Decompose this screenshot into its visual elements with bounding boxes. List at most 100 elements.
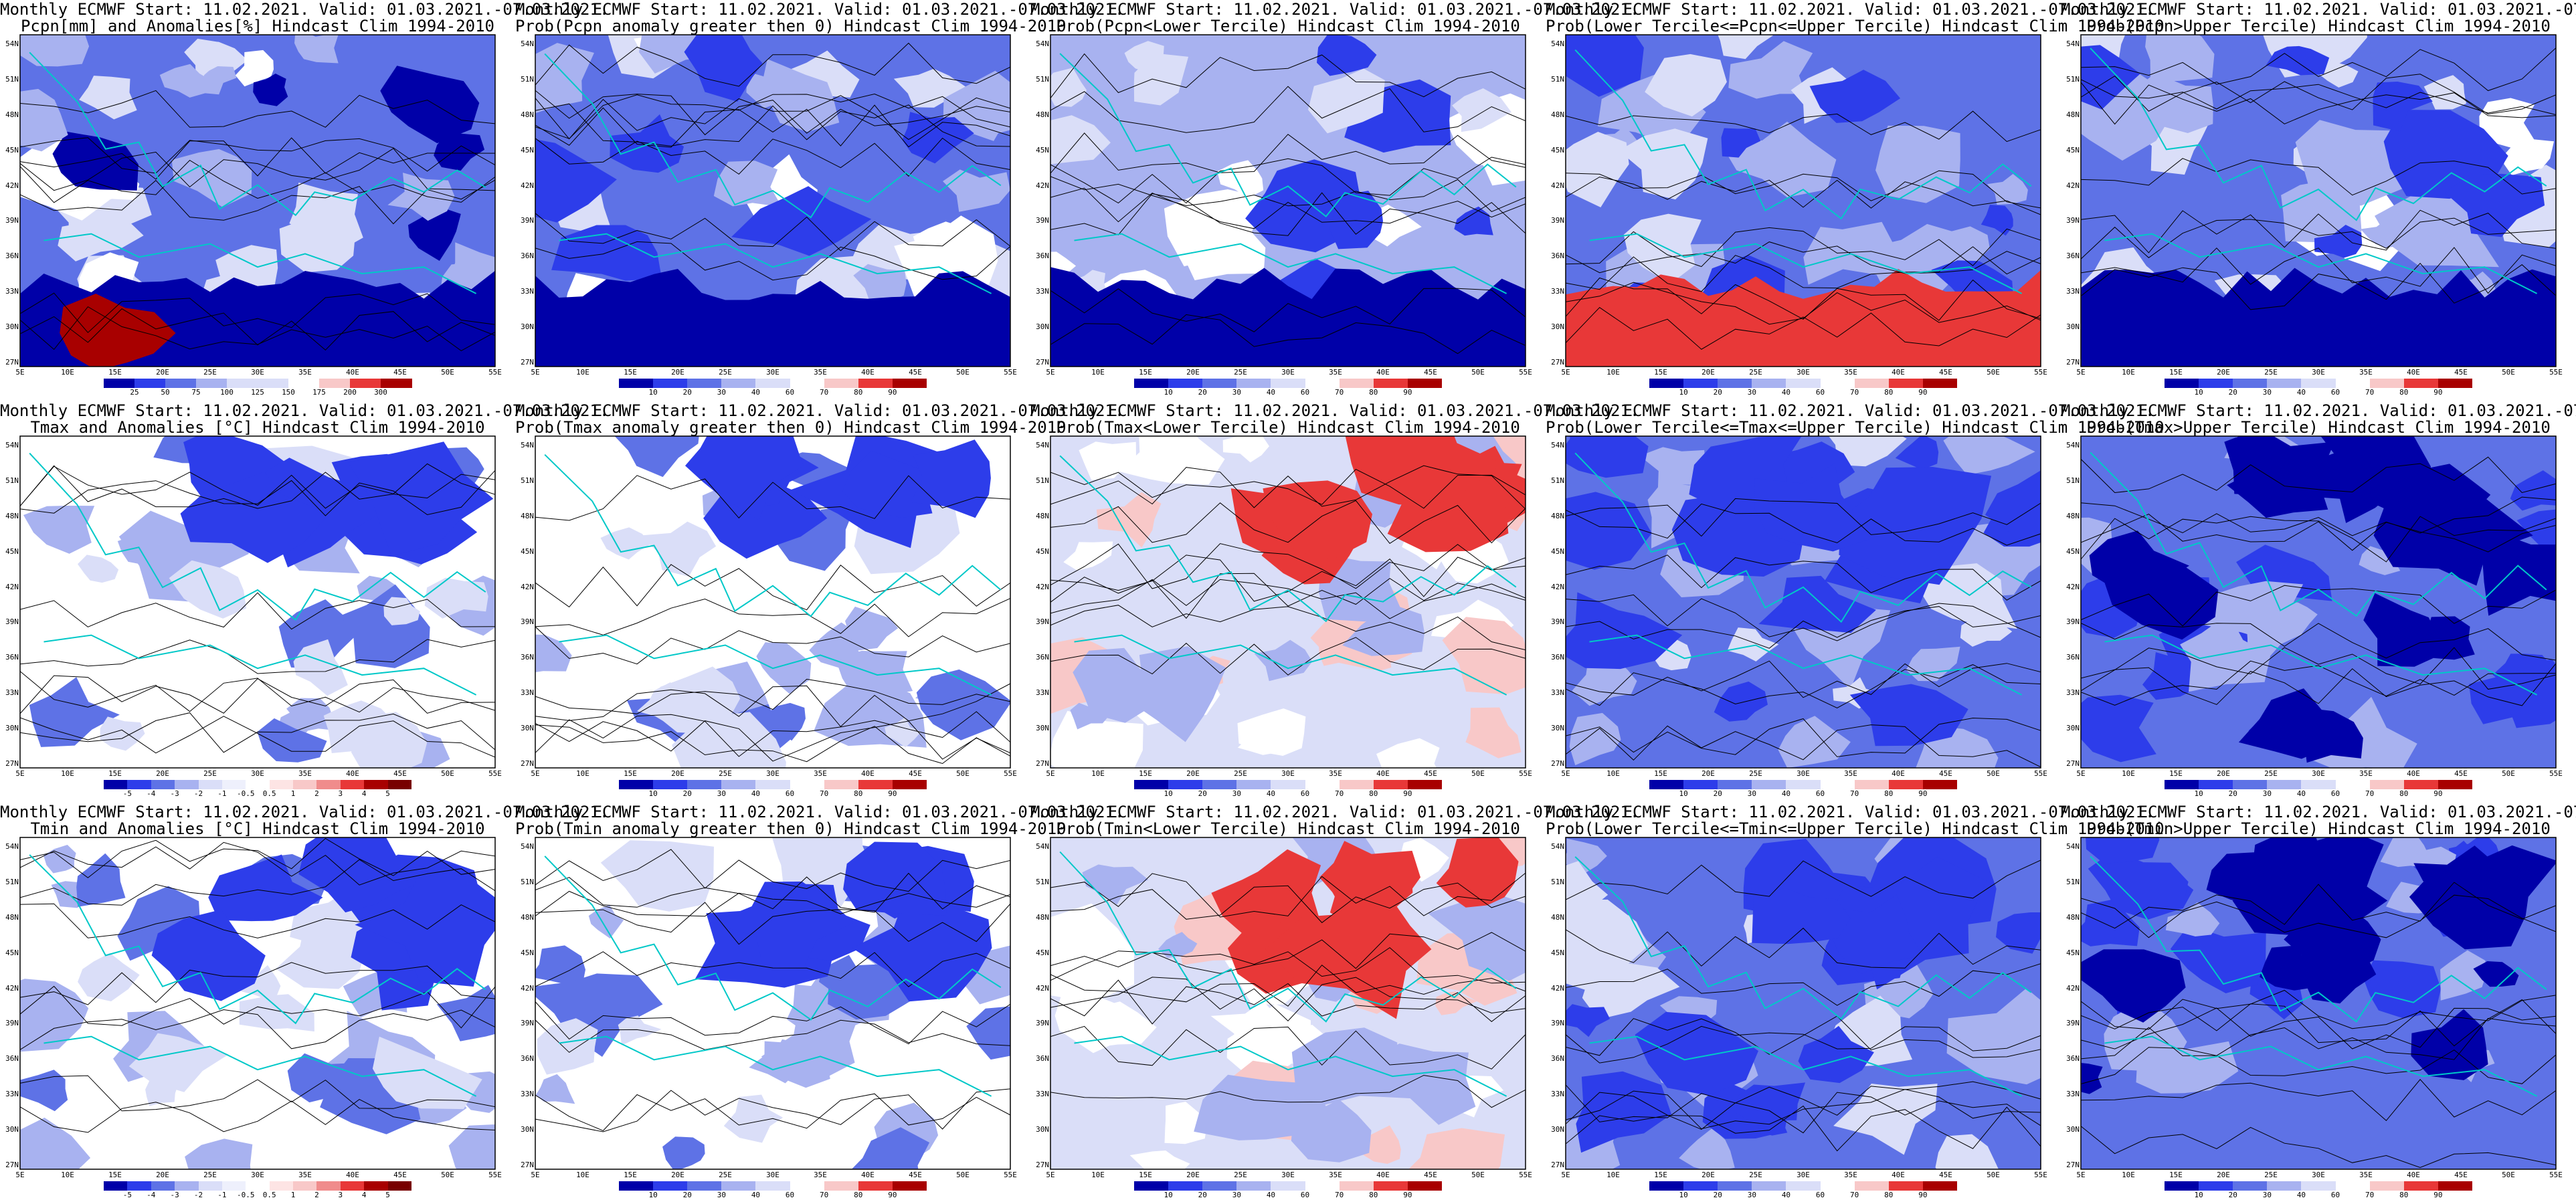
colorbar bbox=[104, 780, 412, 789]
colorbar-swatch bbox=[755, 379, 791, 388]
colorbar-swatch bbox=[1752, 1181, 1786, 1191]
latitude-label: 48N bbox=[5, 110, 19, 119]
colorbar-swatch bbox=[196, 379, 227, 388]
contour-line bbox=[535, 678, 1010, 714]
latitude-label: 51N bbox=[2066, 74, 2080, 84]
shaded-region bbox=[1308, 68, 1385, 134]
shaded-region bbox=[1728, 41, 1813, 99]
longitude-label: 20E bbox=[1186, 769, 1200, 778]
colorbar-tick-label: -3 bbox=[170, 1191, 179, 1199]
contour-line bbox=[535, 95, 1010, 140]
contour-line bbox=[1566, 503, 2041, 546]
coastline bbox=[559, 233, 992, 294]
colorbar-tick-label: 10 bbox=[1679, 1191, 1688, 1199]
colorbar-tick-label: 30 bbox=[1232, 1191, 1241, 1199]
shaded-region bbox=[1164, 1102, 1207, 1144]
shaded-region bbox=[2364, 960, 2442, 1019]
colorbar-tick-label: 0.5 bbox=[262, 789, 276, 798]
longitude-label: 30E bbox=[1281, 769, 1295, 778]
colorbar-tick-label: 60 bbox=[785, 789, 795, 798]
colorbar-swatch bbox=[1168, 1181, 1203, 1191]
colorbar-swatch bbox=[2165, 1181, 2199, 1191]
shaded-region bbox=[1435, 991, 1477, 1015]
colorbar-tick-label: 20 bbox=[2228, 789, 2237, 798]
forecast-map bbox=[535, 837, 1011, 1170]
colorbar-tick-label: 90 bbox=[888, 388, 897, 397]
colorbar-tick-label: 40 bbox=[751, 789, 761, 798]
longitude-label: 10E bbox=[1606, 368, 1620, 377]
colorbar-swatch bbox=[1407, 780, 1443, 789]
shaded-region bbox=[1254, 639, 1313, 682]
longitude-label: 15E bbox=[1654, 769, 1667, 778]
contour-line bbox=[1566, 177, 2041, 215]
colorbar-tick-label: 60 bbox=[2330, 1191, 2340, 1199]
latitude-label: 33N bbox=[5, 287, 19, 296]
latitude-label: 42N bbox=[521, 181, 534, 190]
northern-region bbox=[1211, 849, 1321, 938]
latitude-label: 39N bbox=[1551, 617, 1564, 627]
longitude-label: 15E bbox=[108, 368, 122, 377]
colorbar-swatch bbox=[293, 780, 317, 789]
colorbar bbox=[619, 780, 927, 789]
map-frame bbox=[535, 34, 1011, 367]
colorbar-tick-label: -3 bbox=[170, 789, 179, 798]
latitude-label: 45N bbox=[1036, 948, 1049, 957]
northern-region bbox=[183, 436, 288, 506]
colorbar-swatch bbox=[1683, 379, 1718, 388]
shaded-region bbox=[1329, 191, 1383, 249]
colorbar-swatch bbox=[1922, 1181, 1958, 1191]
latitude-label: 30N bbox=[2066, 322, 2080, 332]
colorbar-tick-label: 70 bbox=[1335, 388, 1344, 397]
latitude-label: 30N bbox=[521, 724, 534, 733]
shaded-region bbox=[20, 979, 89, 1052]
shaded-region bbox=[79, 76, 137, 120]
longitude-label: 35E bbox=[1329, 769, 1342, 778]
colorbar-tick-label: 70 bbox=[1335, 1191, 1344, 1199]
longitude-label: 20E bbox=[1186, 1171, 1200, 1179]
colorbar-tick-label: 70 bbox=[1850, 1191, 1859, 1199]
colorbar-swatch bbox=[1820, 1181, 1855, 1191]
contour-line bbox=[2081, 514, 2556, 553]
contour-line bbox=[2081, 660, 2556, 706]
northern-region bbox=[843, 841, 947, 916]
colorbar-swatch bbox=[1407, 1181, 1443, 1191]
shaded-region bbox=[1388, 837, 1449, 882]
colorbar-tick-label: 40 bbox=[1266, 789, 1276, 798]
contour-line bbox=[1050, 1025, 1526, 1070]
contour-line bbox=[1050, 977, 1526, 1022]
shaded-region bbox=[1645, 54, 1727, 117]
longitude-label: 55E bbox=[2549, 769, 2563, 778]
panel-title-line1: Monthly ECMWF Start: 11.02.2021. Valid: … bbox=[0, 401, 610, 420]
panel-title-line1: Monthly ECMWF Start: 11.02.2021. Valid: … bbox=[0, 803, 610, 821]
latitude-label: 42N bbox=[2066, 983, 2080, 993]
panel-title-line1: Monthly ECMWF Start: 11.02.2021. Valid: … bbox=[1546, 401, 2155, 420]
shaded-region bbox=[253, 74, 288, 106]
shaded-region bbox=[2136, 1036, 2239, 1094]
colorbar-swatch bbox=[1305, 1181, 1340, 1191]
contour-line bbox=[1566, 555, 2041, 601]
colorbar-tick-label: -2 bbox=[193, 1191, 203, 1199]
longitude-label: 35E bbox=[1844, 1171, 1857, 1179]
shaded-region bbox=[1050, 115, 1111, 165]
colorbar-swatch bbox=[104, 780, 128, 789]
longitude-label: 20E bbox=[671, 769, 684, 778]
contour-line bbox=[1050, 500, 1526, 544]
colorbar-tick-label: 25 bbox=[130, 388, 139, 397]
colorbar-swatch bbox=[134, 379, 166, 388]
contour-line bbox=[1050, 465, 1526, 510]
longitude-label: 15E bbox=[2169, 368, 2183, 377]
longitude-label: 55E bbox=[1004, 1171, 1017, 1179]
colorbar-swatch bbox=[721, 379, 756, 388]
longitude-label: 10E bbox=[2122, 769, 2135, 778]
longitude-label: 50E bbox=[2502, 368, 2515, 377]
contour-line bbox=[535, 1093, 1010, 1131]
shaded-region bbox=[1428, 896, 1526, 981]
longitude-label: 25E bbox=[203, 368, 217, 377]
panel-title-line1: Monthly ECMWF Start: 11.02.2021. Valid: … bbox=[2061, 401, 2576, 420]
longitude-label: 35E bbox=[814, 1171, 827, 1179]
contour-line bbox=[1050, 543, 1526, 589]
contour-line bbox=[1566, 227, 2041, 268]
shaded-region bbox=[2132, 73, 2213, 133]
map-panel: Monthly ECMWF Start: 11.02.2021. Valid: … bbox=[1546, 401, 2165, 803]
contour-line bbox=[535, 42, 1010, 87]
